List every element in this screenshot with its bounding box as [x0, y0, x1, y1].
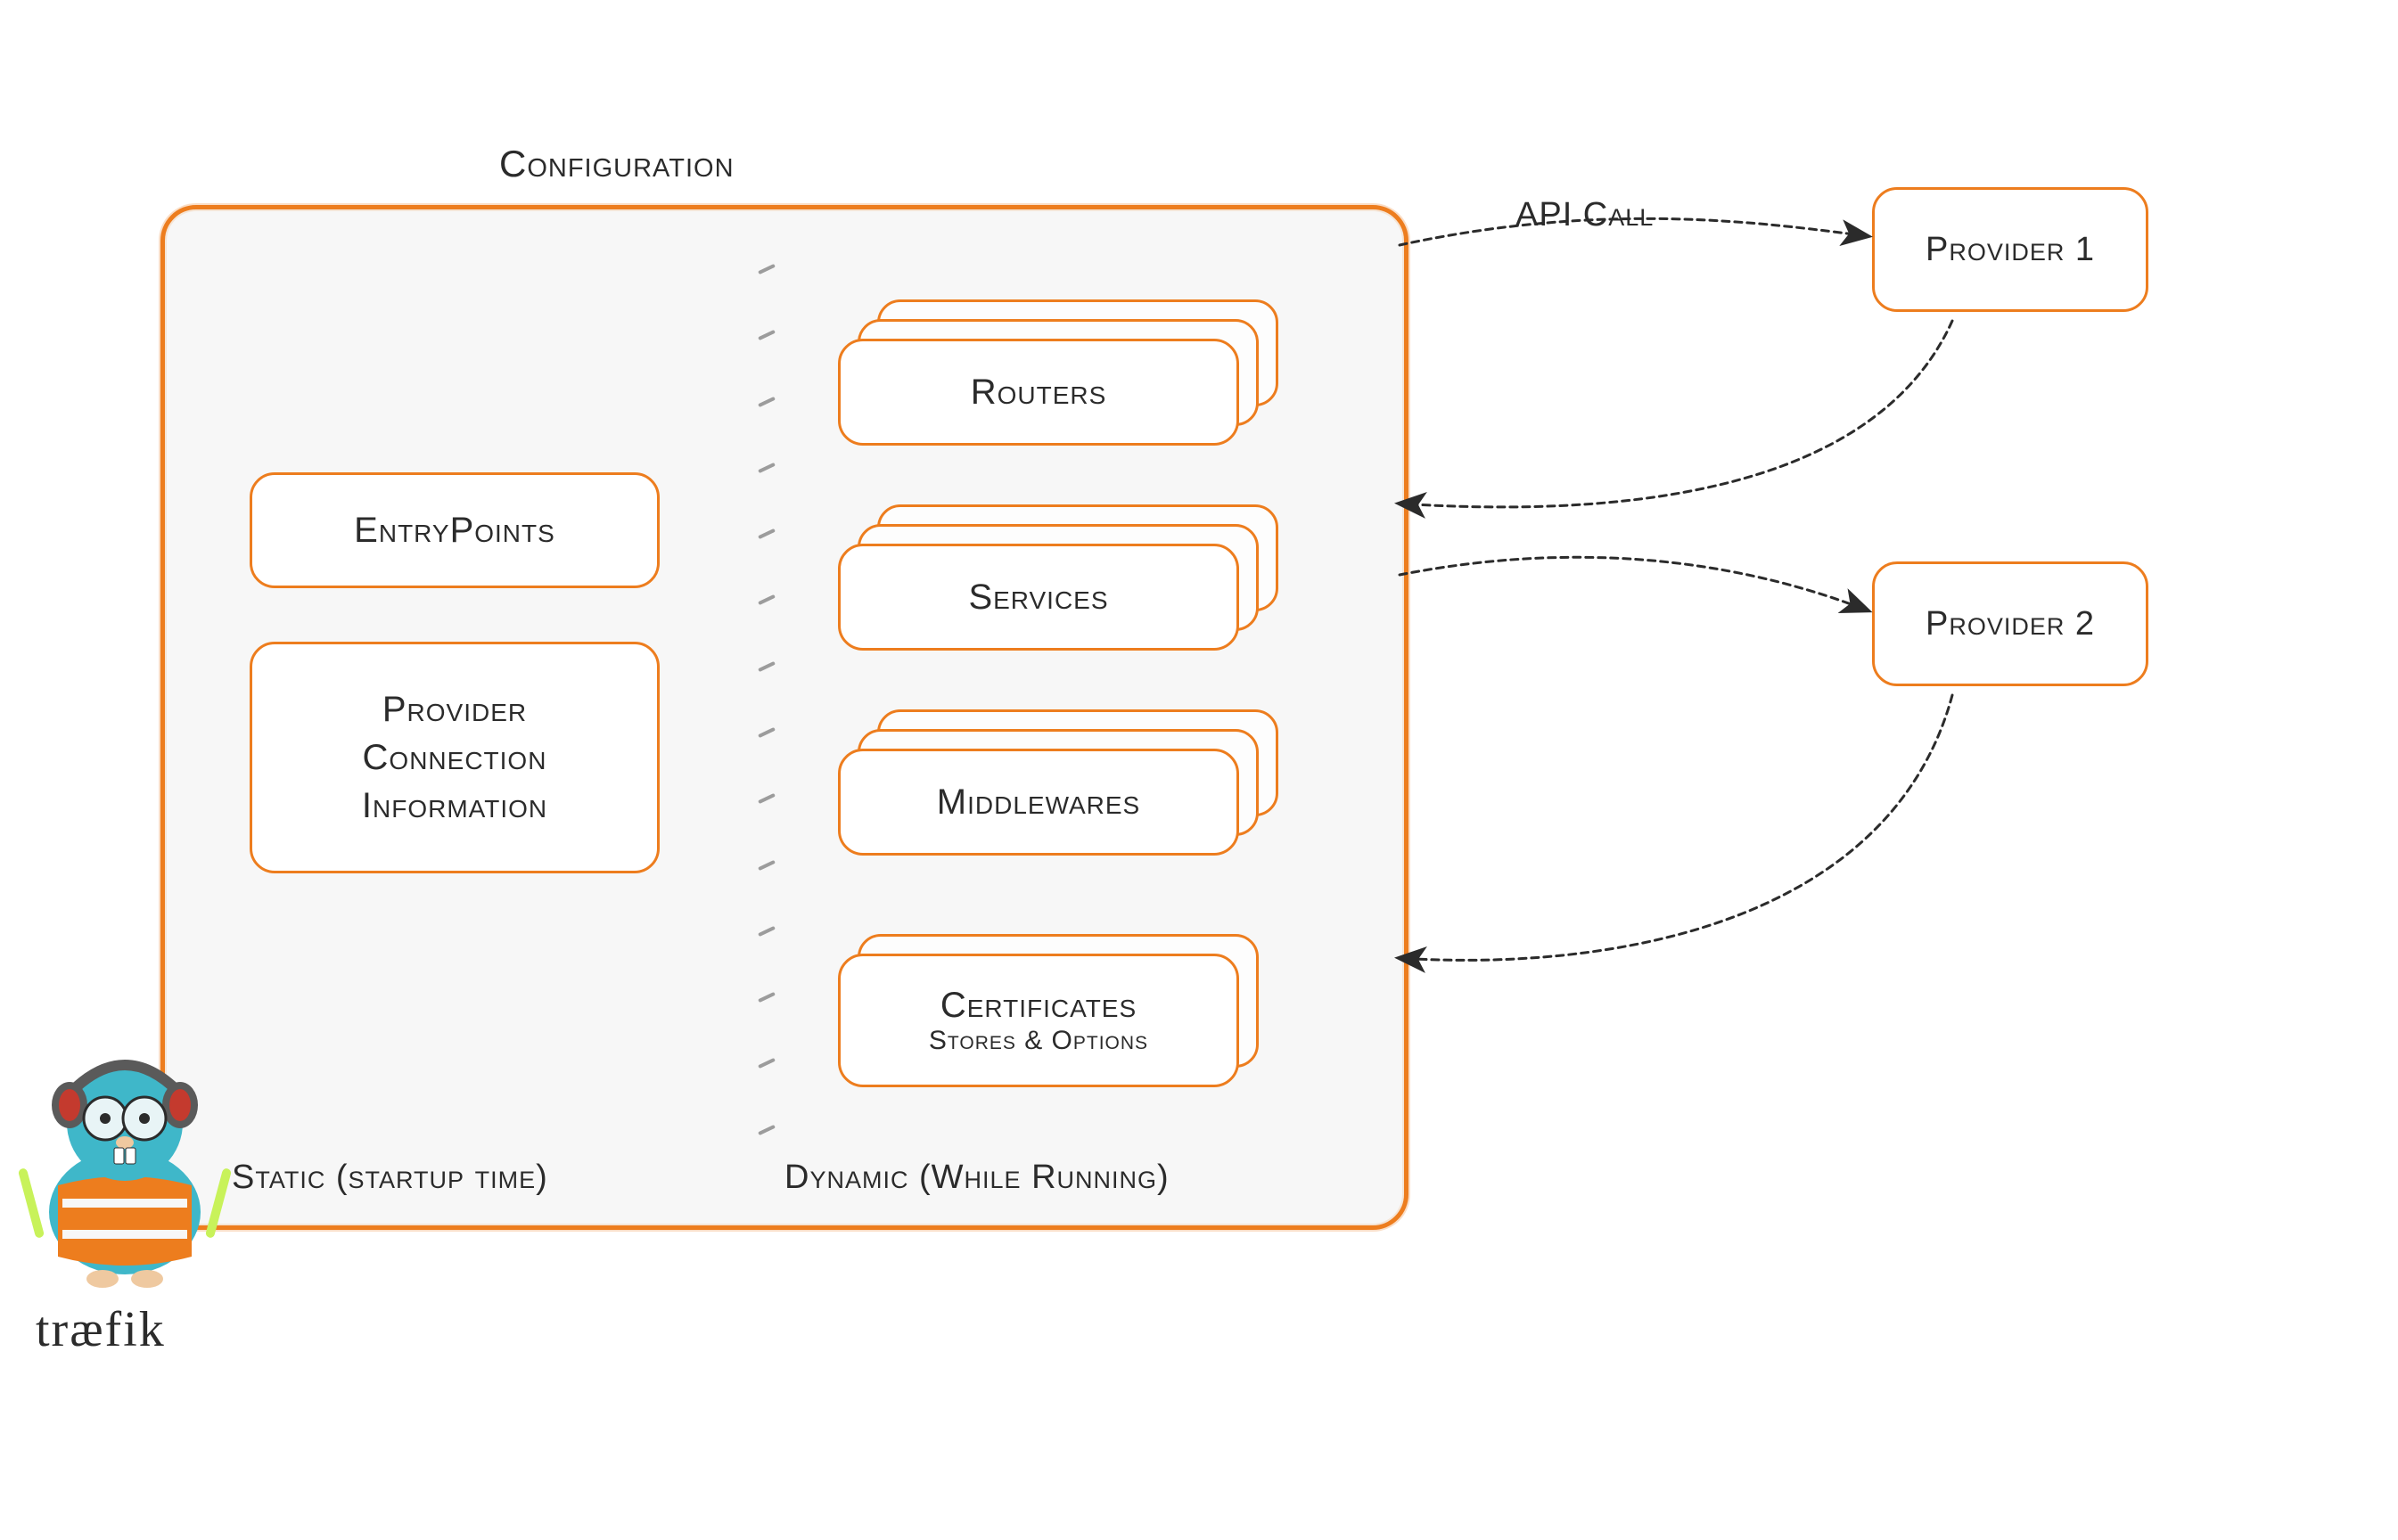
arrow-provider1-to-config-mid	[1400, 321, 1952, 507]
api-call-label: API Call	[1515, 196, 1654, 234]
provider-connection-box: Provider Connection Information	[250, 642, 660, 873]
provider-1-label: Provider 1	[1926, 231, 2095, 269]
provider-2-box: Provider 2	[1872, 561, 2148, 686]
certificates-sublabel: Stores & Options	[929, 1026, 1148, 1056]
arrow-provider2-to-config-low	[1400, 695, 1952, 960]
diagram-canvas: Configuration EntryPoints Provider Conne…	[0, 0, 2398, 1540]
provider-2-label: Provider 2	[1926, 605, 2095, 643]
traefik-logo-text: træfik	[36, 1301, 166, 1358]
arrow-config-mid2-to-provider2	[1400, 557, 1868, 610]
certificates-label: Certificates	[940, 986, 1137, 1026]
routers-box: Routers	[838, 339, 1239, 446]
entrypoints-box: EntryPoints	[250, 472, 660, 588]
entrypoints-label: EntryPoints	[354, 511, 555, 551]
services-box: Services	[838, 544, 1239, 651]
provider-line-3: Information	[362, 782, 547, 830]
provider-line-2: Connection	[363, 733, 547, 782]
provider-line-1: Provider	[382, 685, 527, 733]
configuration-title: Configuration	[499, 143, 735, 185]
middlewares-box: Middlewares	[838, 749, 1239, 856]
services-label: Services	[968, 578, 1108, 618]
provider-1-box: Provider 1	[1872, 187, 2148, 312]
middlewares-label: Middlewares	[937, 782, 1140, 823]
certificates-box: CertificatesStores & Options	[838, 954, 1239, 1087]
traefik-mascot-icon	[18, 1007, 232, 1301]
static-section-label: Static (startup time)	[232, 1159, 548, 1197]
dynamic-section-label: Dynamic (While Running)	[784, 1159, 1170, 1197]
routers-label: Routers	[971, 373, 1107, 413]
